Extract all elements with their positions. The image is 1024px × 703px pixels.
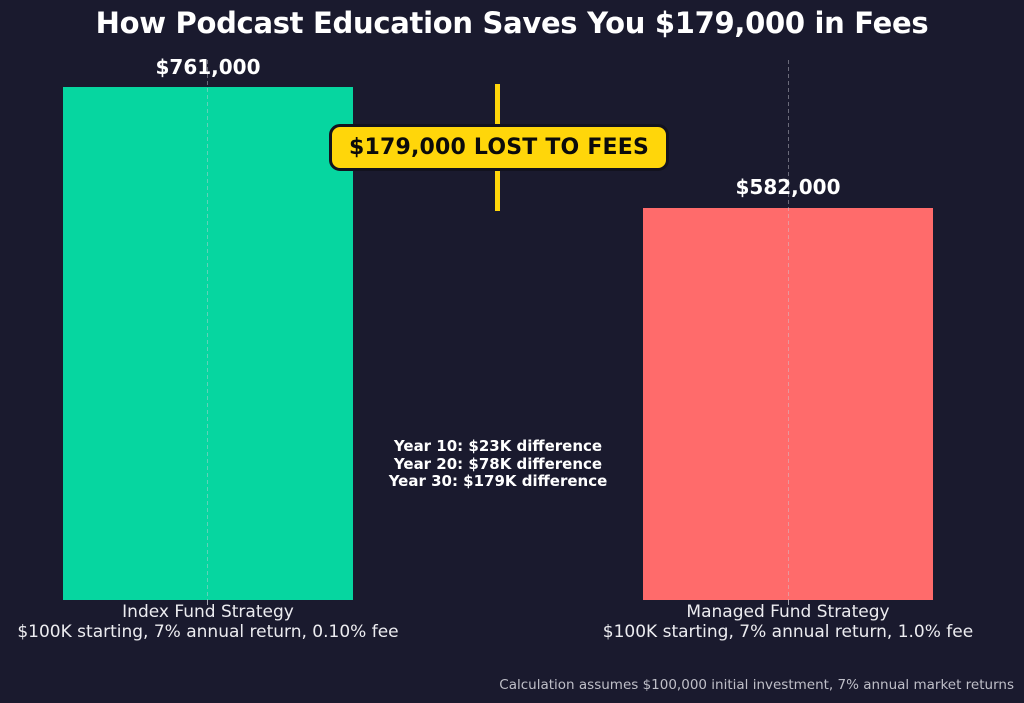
category-sublabel-index: $100K starting, 7% annual return, 0.10% … [17, 621, 399, 642]
category-name-managed: Managed Fund Strategy [686, 602, 890, 622]
chart-title: How Podcast Education Saves You $179,000… [95, 6, 929, 40]
category-name-index: Index Fund Strategy [122, 602, 294, 622]
annotation-year-20: Year 20: $78K difference [393, 454, 603, 473]
footnote: Calculation assumes $100,000 initial inv… [499, 677, 1014, 693]
difference-annotations: Year 10: $23K difference Year 20: $78K d… [298, 437, 698, 491]
category-sublabel-managed: $100K starting, 7% annual return, 1.0% f… [602, 621, 974, 642]
annotation-year-30: Year 30: $179K difference [388, 472, 608, 490]
fees-callout-text: $179,000 LOST TO FEES [348, 135, 650, 160]
annotation-year-10: Year 10: $23K difference [393, 437, 603, 455]
bar-managed-fund [643, 208, 933, 600]
category-label-index-fund: Index Fund Strategy $100K starting, 7% a… [8, 602, 408, 642]
gridline-managed-bar [788, 60, 789, 600]
value-label-managed-fund: $582,000 [735, 175, 841, 199]
gridline-index-bar [207, 60, 208, 600]
x-axis-tick-managed [788, 600, 789, 605]
value-label-index-fund: $761,000 [155, 55, 261, 79]
x-axis-tick-index [207, 600, 208, 605]
category-label-managed-fund: Managed Fund Strategy $100K starting, 7%… [588, 602, 988, 642]
bar-index-fund [63, 87, 353, 600]
fees-callout-badge: $179,000 LOST TO FEES [329, 124, 669, 171]
